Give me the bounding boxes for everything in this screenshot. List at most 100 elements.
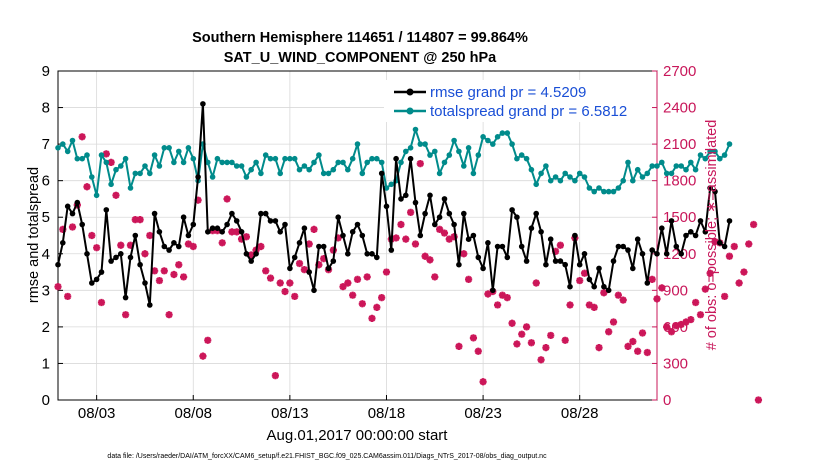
totalspread-point (538, 170, 544, 177)
totalspread-point (142, 163, 148, 169)
legend-spread-label: totalspread grand pr = 6.5812 (430, 103, 627, 120)
totalspread-point (171, 159, 177, 166)
rmse-point (325, 265, 332, 272)
obs-point (329, 246, 337, 254)
totalspread-point (605, 188, 612, 195)
x-tick-label: 08/03 (78, 405, 116, 422)
rmse-point (132, 232, 139, 239)
totalspread-point (567, 174, 573, 180)
obs-point (595, 344, 603, 352)
grid (58, 71, 657, 400)
obs-point (411, 240, 420, 248)
rmse-point (282, 221, 288, 228)
rmse-point (451, 221, 457, 228)
obs-point (407, 208, 415, 216)
rmse-point (311, 287, 317, 294)
rmse-point (398, 196, 404, 202)
totalspread-point (364, 159, 371, 166)
totalspread-point (610, 188, 617, 195)
obs-point (64, 292, 72, 301)
y-tick-right-label: 0 (663, 392, 671, 409)
totalspread-point (441, 159, 448, 166)
rmse-point (224, 221, 230, 228)
totalspread-point (277, 170, 284, 177)
obs-point (368, 314, 376, 322)
rmse-point (267, 218, 274, 224)
y-tick-left-label: 2 (42, 319, 50, 336)
obs-point (667, 328, 676, 336)
rmse-point (649, 247, 655, 253)
rmse-point (485, 240, 491, 246)
totalspread-point (552, 174, 559, 180)
legend-rmse-label: rmse grand pr = 4.5209 (430, 84, 586, 101)
totalspread-point (127, 185, 134, 191)
totalspread-point (190, 155, 197, 162)
rmse-point (412, 199, 419, 206)
rmse-point (55, 261, 61, 268)
y-tick-left-label: 9 (42, 63, 50, 80)
rmse-point (518, 243, 525, 250)
obs-point (247, 251, 255, 259)
obs-point (151, 267, 159, 275)
obs-point (281, 287, 289, 296)
obs-point (590, 303, 598, 311)
obs-point (672, 322, 680, 330)
obs-point (619, 296, 627, 304)
obs-point (701, 285, 709, 293)
totalspread-point (98, 152, 105, 158)
obs-point (179, 273, 188, 281)
totalspread-point (586, 185, 593, 191)
footer-data-file: data file: /Users/raeder/DAI/ATM_forcXX/… (107, 453, 547, 460)
rmse-point (422, 210, 428, 217)
rmse-point (393, 155, 399, 162)
obs-point (397, 220, 405, 229)
obs-point (266, 274, 275, 282)
rmse-point (291, 254, 298, 261)
totalspread-point (253, 159, 259, 166)
obs-point (542, 344, 550, 352)
totalspread-point (427, 152, 433, 158)
y-tick-right-label: 900 (663, 282, 688, 299)
totalspread-point (320, 170, 327, 177)
totalspread-point (509, 141, 515, 147)
totalspread-point (378, 159, 385, 166)
totalspread-point (668, 170, 675, 177)
totalspread-point (147, 170, 153, 177)
totalspread-point (712, 148, 718, 155)
totalspread-point (229, 159, 235, 166)
totalspread-point (451, 137, 457, 144)
rmse-point (407, 155, 414, 162)
obs-point (551, 247, 560, 255)
y-tick-left-label: 1 (42, 355, 50, 372)
totalspread-point (422, 141, 428, 147)
totalspread-point (470, 170, 477, 177)
obs-point (136, 216, 144, 224)
totalspread-point (523, 155, 530, 162)
obs-point (155, 276, 164, 285)
obs-point (199, 352, 207, 360)
rmse-point (654, 251, 660, 257)
rmse-point (122, 294, 129, 301)
legend-spread-marker (406, 107, 414, 115)
obs-point (223, 195, 231, 203)
x-tick-label: 08/23 (464, 405, 502, 422)
rmse-point (702, 229, 709, 235)
totalspread-point (581, 174, 588, 180)
obs-point (126, 241, 135, 249)
rmse-point (427, 192, 433, 199)
totalspread-point (499, 130, 506, 136)
rmse-point (668, 218, 675, 224)
totalspread-point (649, 163, 655, 169)
rmse-point (127, 254, 134, 261)
rmse-point (74, 199, 81, 206)
rmse-point (494, 243, 501, 250)
totalspread-point (639, 174, 646, 180)
totalspread-point (634, 166, 641, 173)
rmse-point (238, 229, 245, 235)
rmse-point (547, 236, 554, 242)
rmse-point (639, 251, 646, 257)
rmse-point (475, 254, 482, 261)
obs-point (310, 225, 318, 234)
totalspread-point (678, 163, 684, 169)
obs-point (184, 240, 193, 248)
